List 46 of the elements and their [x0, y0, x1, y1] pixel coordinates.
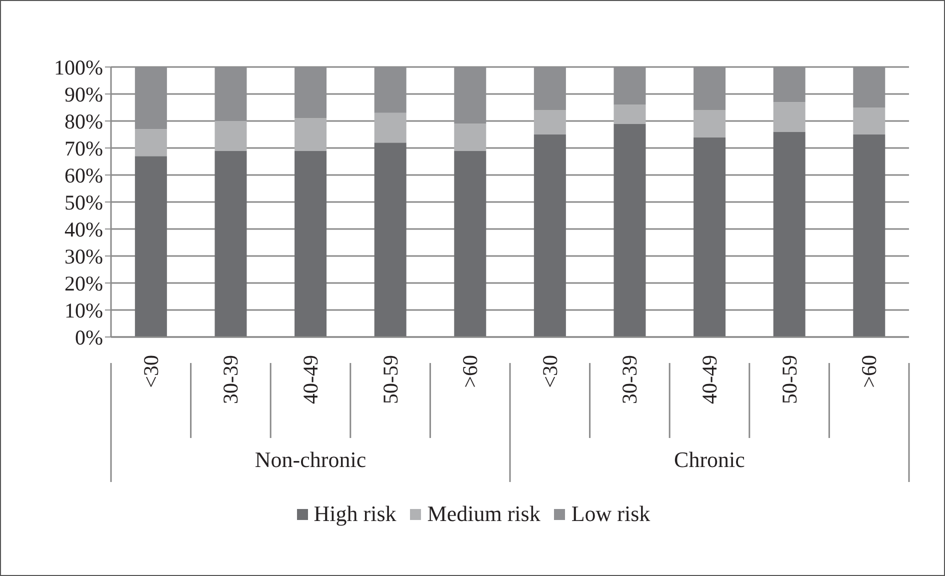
bar	[134, 129, 167, 156]
bar	[454, 150, 486, 337]
x-tick-label: 50-59	[378, 355, 402, 404]
text: Non-chronic	[254, 447, 366, 472]
bar	[853, 134, 886, 337]
x-tick-label: >60	[458, 355, 482, 388]
y-tick-label: 90%	[64, 82, 103, 106]
bar	[454, 124, 486, 151]
y-tick-label: 20%	[64, 271, 103, 296]
legend-label: High risk	[312, 501, 396, 527]
x-tick-label: 40-49	[298, 355, 322, 404]
x-tick-label: 30-39	[218, 355, 243, 404]
bar	[534, 134, 566, 337]
bar	[294, 150, 327, 337]
bar	[214, 121, 247, 151]
x-tick-label: <30	[538, 355, 562, 388]
y-tick-label: 30%	[64, 244, 103, 268]
bar	[374, 142, 406, 337]
bar	[773, 132, 806, 337]
bar	[773, 102, 806, 132]
bar	[614, 104, 646, 124]
x-tick-label: 40-49	[698, 355, 722, 404]
bar	[134, 156, 167, 337]
x-tick-label: 30-39	[618, 355, 642, 404]
bar	[853, 108, 886, 134]
bar	[614, 124, 646, 337]
y-tick-label: 0%	[75, 325, 103, 350]
x-tick-label: 50-59	[777, 355, 802, 404]
y-tick-label: 70%	[64, 136, 103, 160]
bar	[294, 118, 327, 151]
y-tick-label: 40%	[64, 217, 103, 242]
x-tick-label: >60	[857, 355, 882, 388]
bar	[374, 112, 406, 143]
x-tick-label: <30	[138, 355, 163, 388]
y-tick-label: 60%	[64, 163, 103, 188]
bar	[534, 110, 566, 134]
y-tick-label: 100%	[54, 55, 103, 80]
legend-label: Low risk	[570, 501, 650, 527]
bar	[694, 110, 726, 138]
y-tick-label: 80%	[64, 109, 103, 134]
bar	[694, 137, 726, 337]
y-tick-label: 50%	[64, 190, 103, 214]
bar	[214, 150, 247, 337]
text: Chronic	[674, 447, 746, 472]
legend-label: Medium risk	[426, 501, 540, 527]
y-tick-label: 10%	[64, 298, 103, 322]
